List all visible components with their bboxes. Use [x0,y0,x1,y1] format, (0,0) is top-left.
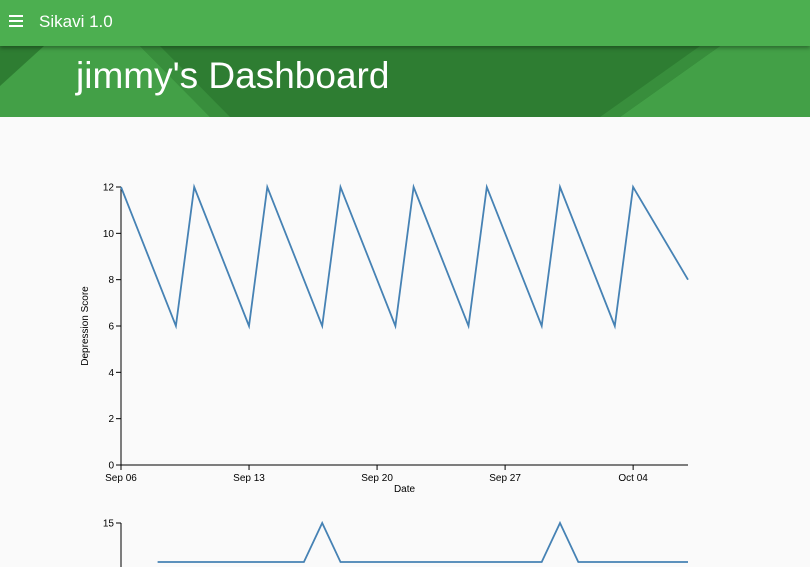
y-tick-label: 15 [103,519,115,530]
y-tick-label: 2 [108,414,114,425]
y-axis-label: Depression Score [80,286,91,366]
y-tick-label: 0 [108,461,114,472]
series-line [120,183,689,330]
app-title: Sikavi 1.0 [39,12,113,31]
second-score-chart: 15 [103,519,688,567]
y-axis: 15 [103,519,122,567]
x-tick-label: Sep 27 [489,473,521,484]
x-axis: Sep 06 Sep 13 Sep 20 Sep 27 Oct 04 [105,464,688,484]
x-axis-label: Date [394,484,416,495]
x-tick-label: Oct 04 [618,473,648,484]
y-axis: 0 2 4 6 8 10 12 [103,183,122,472]
series-line [157,520,688,563]
y-tick-label: 8 [108,275,114,286]
hamburger-menu-icon[interactable] [9,15,23,27]
x-tick-label: Sep 13 [233,473,265,484]
depression-score-chart: 0 2 4 6 8 10 12 Sep 06 Sep 13 Sep 20 Sep 27 Oct 04… [80,183,689,495]
x-tick-label: Sep 06 [105,473,137,484]
banner-decoration [0,46,810,117]
page-title: jimmy's Dashboard [76,55,390,96]
app-bar: Sikavi 1.0 [0,0,810,46]
dashboard-banner: jimmy's Dashboard [0,46,810,117]
chart-area: 0 2 4 6 8 10 12 Sep 06 Sep 13 Sep 20 Sep 27 Oct 04… [0,117,810,567]
y-tick-label: 10 [103,229,115,240]
y-tick-label: 12 [103,183,115,194]
x-tick-label: Sep 20 [361,473,393,484]
y-tick-label: 6 [108,322,114,333]
y-tick-label: 4 [108,368,114,379]
